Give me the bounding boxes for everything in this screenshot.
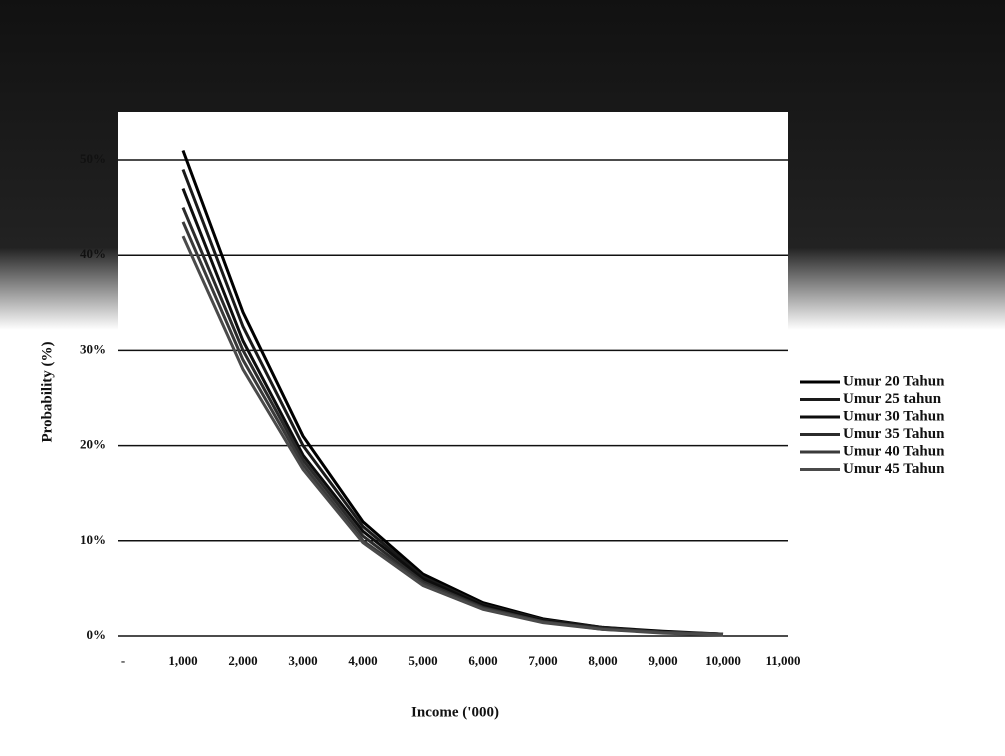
- x-tick-label: 9,000: [648, 653, 677, 668]
- x-tick-label: 10,000: [705, 653, 741, 668]
- x-tick-label: 2,000: [228, 653, 257, 668]
- x-tick-label: 8,000: [588, 653, 617, 668]
- x-tick-label: 6,000: [468, 653, 497, 668]
- x-axis-label: Income ('000): [411, 704, 499, 720]
- legend-label: Umur 45 Tahun: [843, 461, 945, 477]
- x-tick-label: 7,000: [528, 653, 557, 668]
- x-tick-label: 4,000: [348, 653, 377, 668]
- y-axis-label: Probability (%): [39, 342, 55, 443]
- y-tick-label: 20%: [80, 437, 106, 452]
- x-tick-label: 1,000: [168, 653, 197, 668]
- legend-label: Umur 20 Tahun: [843, 373, 945, 389]
- x-tick-label: 5,000: [408, 653, 437, 668]
- legend-label: Umur 35 Tahun: [843, 426, 945, 442]
- x-tick-label: 11,000: [765, 653, 800, 668]
- x-tick-label: -: [121, 653, 125, 668]
- chart: Income ('000) Probability (%) 0% 10% 20% 30…: [0, 0, 1005, 756]
- legend-label: Umur 30 Tahun: [843, 408, 945, 424]
- x-tick-label: 3,000: [288, 653, 317, 668]
- plot-area: [118, 112, 788, 642]
- y-tick-label: 40%: [80, 246, 106, 261]
- y-tick-label: 50%: [80, 151, 106, 166]
- legend-label: Umur 25 tahun: [843, 391, 942, 407]
- legend-label: Umur 40 Tahun: [843, 443, 945, 459]
- y-tick-label: 30%: [80, 341, 106, 356]
- y-tick-label: 0%: [87, 627, 107, 642]
- y-tick-label: 10%: [80, 532, 106, 547]
